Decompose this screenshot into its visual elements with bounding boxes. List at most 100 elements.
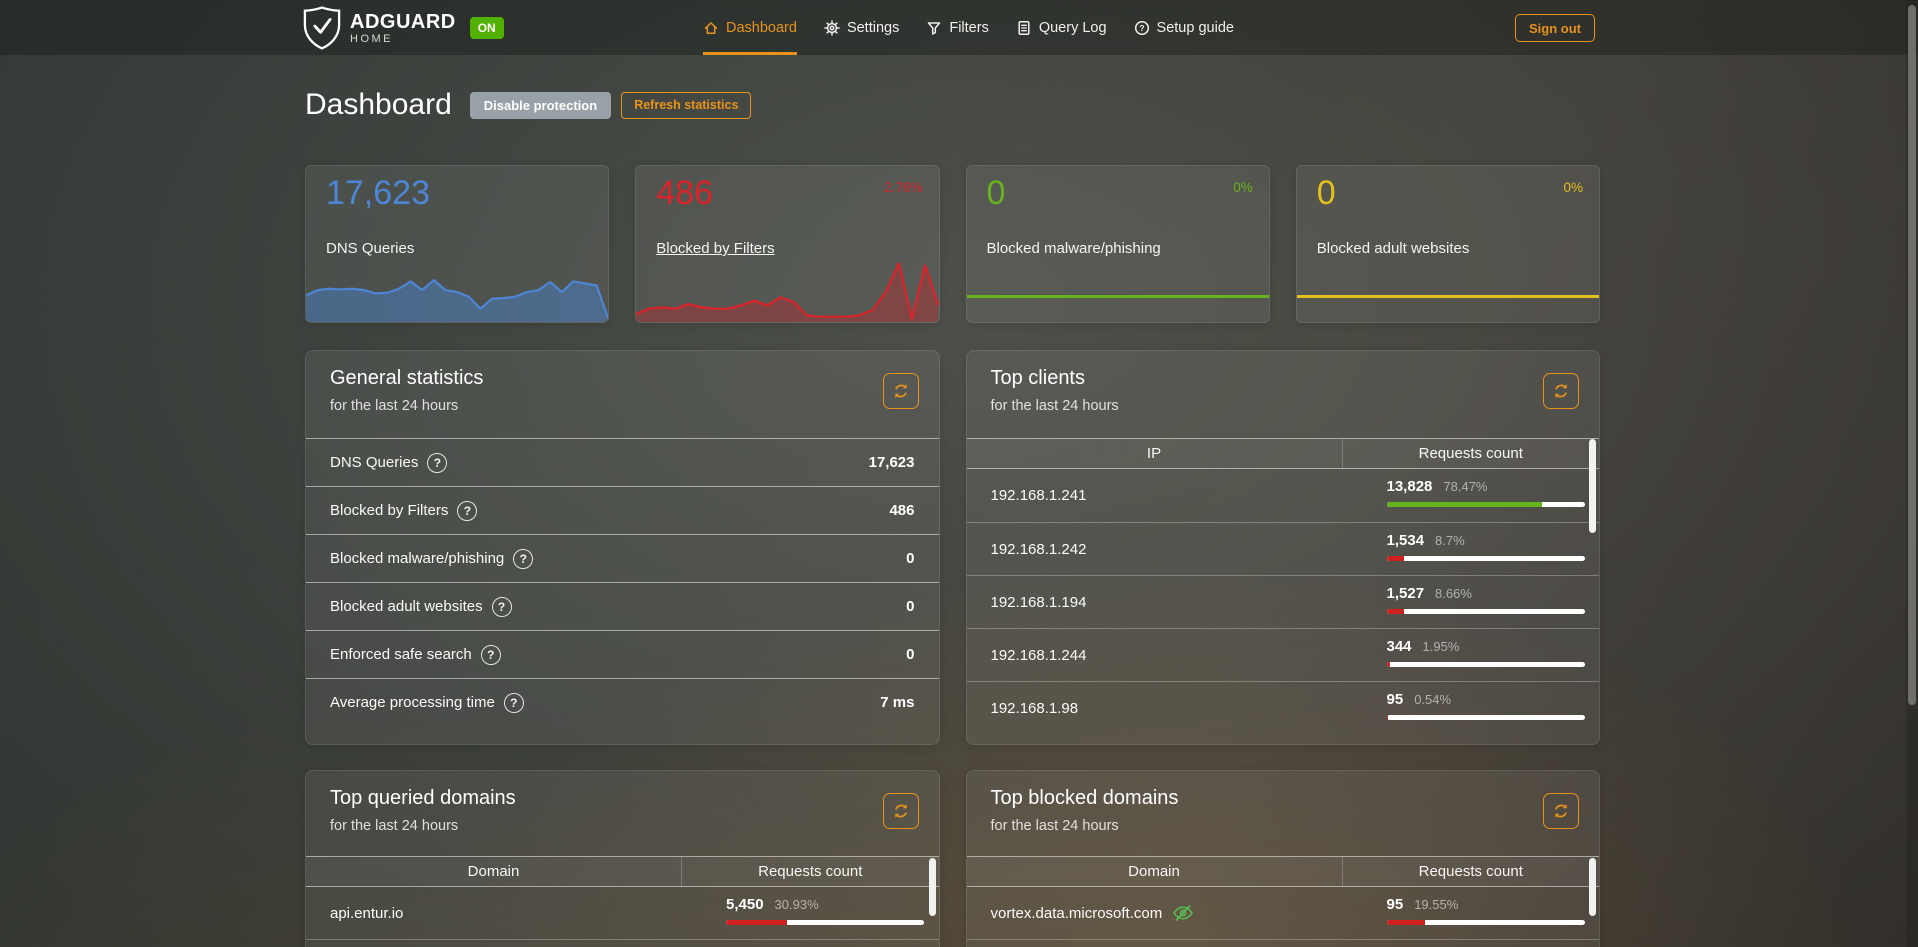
column-header-domain: Domain <box>467 863 520 880</box>
card-blocked-malware: 0 0% Blocked malware/phishing <box>965 165 1270 323</box>
table-row: 192.168.1.194 1,527 8.66% <box>966 575 1599 628</box>
panel-scrollbar-thumb[interactable] <box>1589 439 1596 533</box>
stat-row: DNS Queries? 17,623 <box>306 438 939 486</box>
refresh-panel-button[interactable] <box>1543 793 1579 829</box>
nav-item-label: Dashboard <box>726 19 797 36</box>
refresh-icon <box>1555 804 1567 818</box>
help-tooltip-icon[interactable]: ? <box>427 452 448 473</box>
refresh-panel-button[interactable] <box>1543 373 1579 409</box>
page-scrollbar[interactable] <box>1906 0 1918 947</box>
top-clients-table: IP Requests count 192.168.1.241 13,828 78… <box>966 438 1600 734</box>
card-percent: 2.76% <box>884 180 923 195</box>
table-header: Domain Requests count <box>966 856 1600 887</box>
table-row: 192.168.1.241 13,828 78.47% <box>967 469 1600 522</box>
top-blocked-domains-table: Domain Requests count vortex.data.micros… <box>966 856 1600 940</box>
request-percent: 0.54% <box>1414 692 1452 707</box>
help-tooltip-icon[interactable]: ? <box>503 692 524 713</box>
top-blocked-domains-panel: Top blocked domains for the last 24 hour… <box>965 770 1600 947</box>
panel-scrollbar-thumb[interactable] <box>928 858 936 916</box>
card-value: 486 <box>656 174 713 212</box>
refresh-panel-button[interactable] <box>882 793 919 829</box>
eye-off-icon <box>1173 905 1194 921</box>
card-label-link[interactable]: DNS Queries <box>326 240 415 257</box>
stat-label: Enforced safe search <box>330 646 472 663</box>
request-count: 5,450 <box>726 896 764 913</box>
request-count: 1,527 <box>1386 585 1425 602</box>
panel-scrollbar-thumb[interactable] <box>1589 858 1596 916</box>
column-header-requests: Requests count <box>1341 857 1600 886</box>
column-header-requests: Requests count <box>1341 439 1600 468</box>
progress-bar <box>1386 920 1585 925</box>
request-count: 13,828 <box>1386 478 1433 495</box>
svg-text:?: ? <box>1139 23 1144 33</box>
stat-row: Blocked adult websites? 0 <box>306 582 939 630</box>
stat-cards-row: 17,623 DNS Queries 486 2.76% Blocked by … <box>305 165 1600 323</box>
table-header: Domain Requests count <box>306 856 939 887</box>
help-tooltip-icon[interactable]: ? <box>457 500 478 521</box>
column-header-domain: Domain <box>1128 863 1180 880</box>
card-label-link[interactable]: Blocked by Filters <box>656 240 775 257</box>
nav-item-label: Settings <box>846 19 900 36</box>
protection-status-badge: ON <box>469 17 504 39</box>
help-tooltip-icon[interactable]: ? <box>480 644 501 665</box>
nav-item-label: Query Log <box>1038 19 1107 36</box>
request-percent: 8.7% <box>1435 533 1465 548</box>
sign-out-button[interactable]: Sign out <box>1515 14 1595 42</box>
table-row: 192.168.1.98 95 0.54% <box>966 681 1599 734</box>
request-percent: 30.93% <box>774 897 819 912</box>
malware-flat-trend-line <box>966 295 1269 298</box>
stat-row: Average processing time? 7 ms <box>306 678 939 726</box>
refresh-panel-button[interactable] <box>882 373 919 409</box>
adult-flat-trend-line <box>1296 295 1599 298</box>
nav-item-dashboard[interactable]: Dashboard <box>703 0 797 55</box>
bottom-panels-row: Top queried domains for the last 24 hour… <box>305 770 1600 947</box>
nav-item-settings[interactable]: Settings <box>824 0 899 55</box>
stat-label: Blocked by Filters <box>330 502 449 519</box>
progress-bar <box>1386 556 1585 561</box>
nav-item-query-log[interactable]: Query Log <box>1016 0 1107 55</box>
stat-row: Blocked malware/phishing? 0 <box>306 534 939 582</box>
client-ip: 192.168.1.244 <box>990 646 1087 664</box>
nav-item-setup-guide[interactable]: ? Setup guide <box>1134 0 1234 55</box>
disable-protection-button[interactable]: Disable protection <box>469 91 612 119</box>
refresh-statistics-button[interactable]: Refresh statistics <box>621 91 752 119</box>
stat-value: 0 <box>906 550 915 567</box>
card-blocked-by-filters: 486 2.76% Blocked by Filters <box>635 165 940 323</box>
card-label-link[interactable]: Blocked adult websites <box>1316 240 1470 257</box>
funnel-icon <box>928 21 941 35</box>
refresh-icon <box>894 804 907 818</box>
request-count: 1,534 <box>1386 532 1425 549</box>
top-queried-domains-table: Domain Requests count api.entur.io 5,450… <box>306 856 939 940</box>
page-scrollbar-thumb[interactable] <box>1908 5 1916 705</box>
request-count: 95 <box>1386 896 1404 913</box>
request-percent: 78.47% <box>1443 479 1488 494</box>
progress-bar <box>1386 715 1585 720</box>
nav-menu: Dashboard Settings Filters Query Log <box>703 0 1234 55</box>
progress-bar <box>1386 502 1585 507</box>
brand: ADGUARD HOME ON <box>303 5 504 51</box>
stat-label: DNS Queries <box>330 454 419 471</box>
stat-label: Blocked adult websites <box>330 598 483 615</box>
client-ip: 192.168.1.98 <box>990 699 1079 717</box>
adguard-shield-logo-icon <box>303 6 341 50</box>
card-value: 0 <box>986 174 1006 212</box>
nav-item-label: Setup guide <box>1156 19 1234 36</box>
stat-label: Blocked malware/phishing <box>330 550 505 567</box>
table-row: 192.168.1.244 344 1.95% <box>966 628 1599 681</box>
general-statistics-rows: DNS Queries? 17,623 Blocked by Filters? 48… <box>306 438 939 726</box>
card-label-link[interactable]: Blocked malware/phishing <box>986 240 1161 257</box>
panel-title: Top blocked domains <box>990 787 1179 809</box>
column-header-requests: Requests count <box>681 857 939 886</box>
help-tooltip-icon[interactable]: ? <box>491 596 512 617</box>
brand-sub: HOME <box>350 33 393 45</box>
panel-title: Top queried domains <box>330 787 516 809</box>
nav-item-filters[interactable]: Filters <box>926 0 989 55</box>
request-percent: 19.55% <box>1414 897 1459 912</box>
top-clients-panel: Top clients for the last 24 hours IP Req… <box>965 350 1600 745</box>
top-navbar: ADGUARD HOME ON Dashboard Settings <box>0 0 1918 55</box>
column-header-ip: IP <box>1146 445 1162 462</box>
help-tooltip-icon[interactable]: ? <box>513 548 534 569</box>
card-value: 17,623 <box>326 174 430 212</box>
panel-title: Top clients <box>990 367 1086 389</box>
stat-value: 7 ms <box>880 694 915 711</box>
